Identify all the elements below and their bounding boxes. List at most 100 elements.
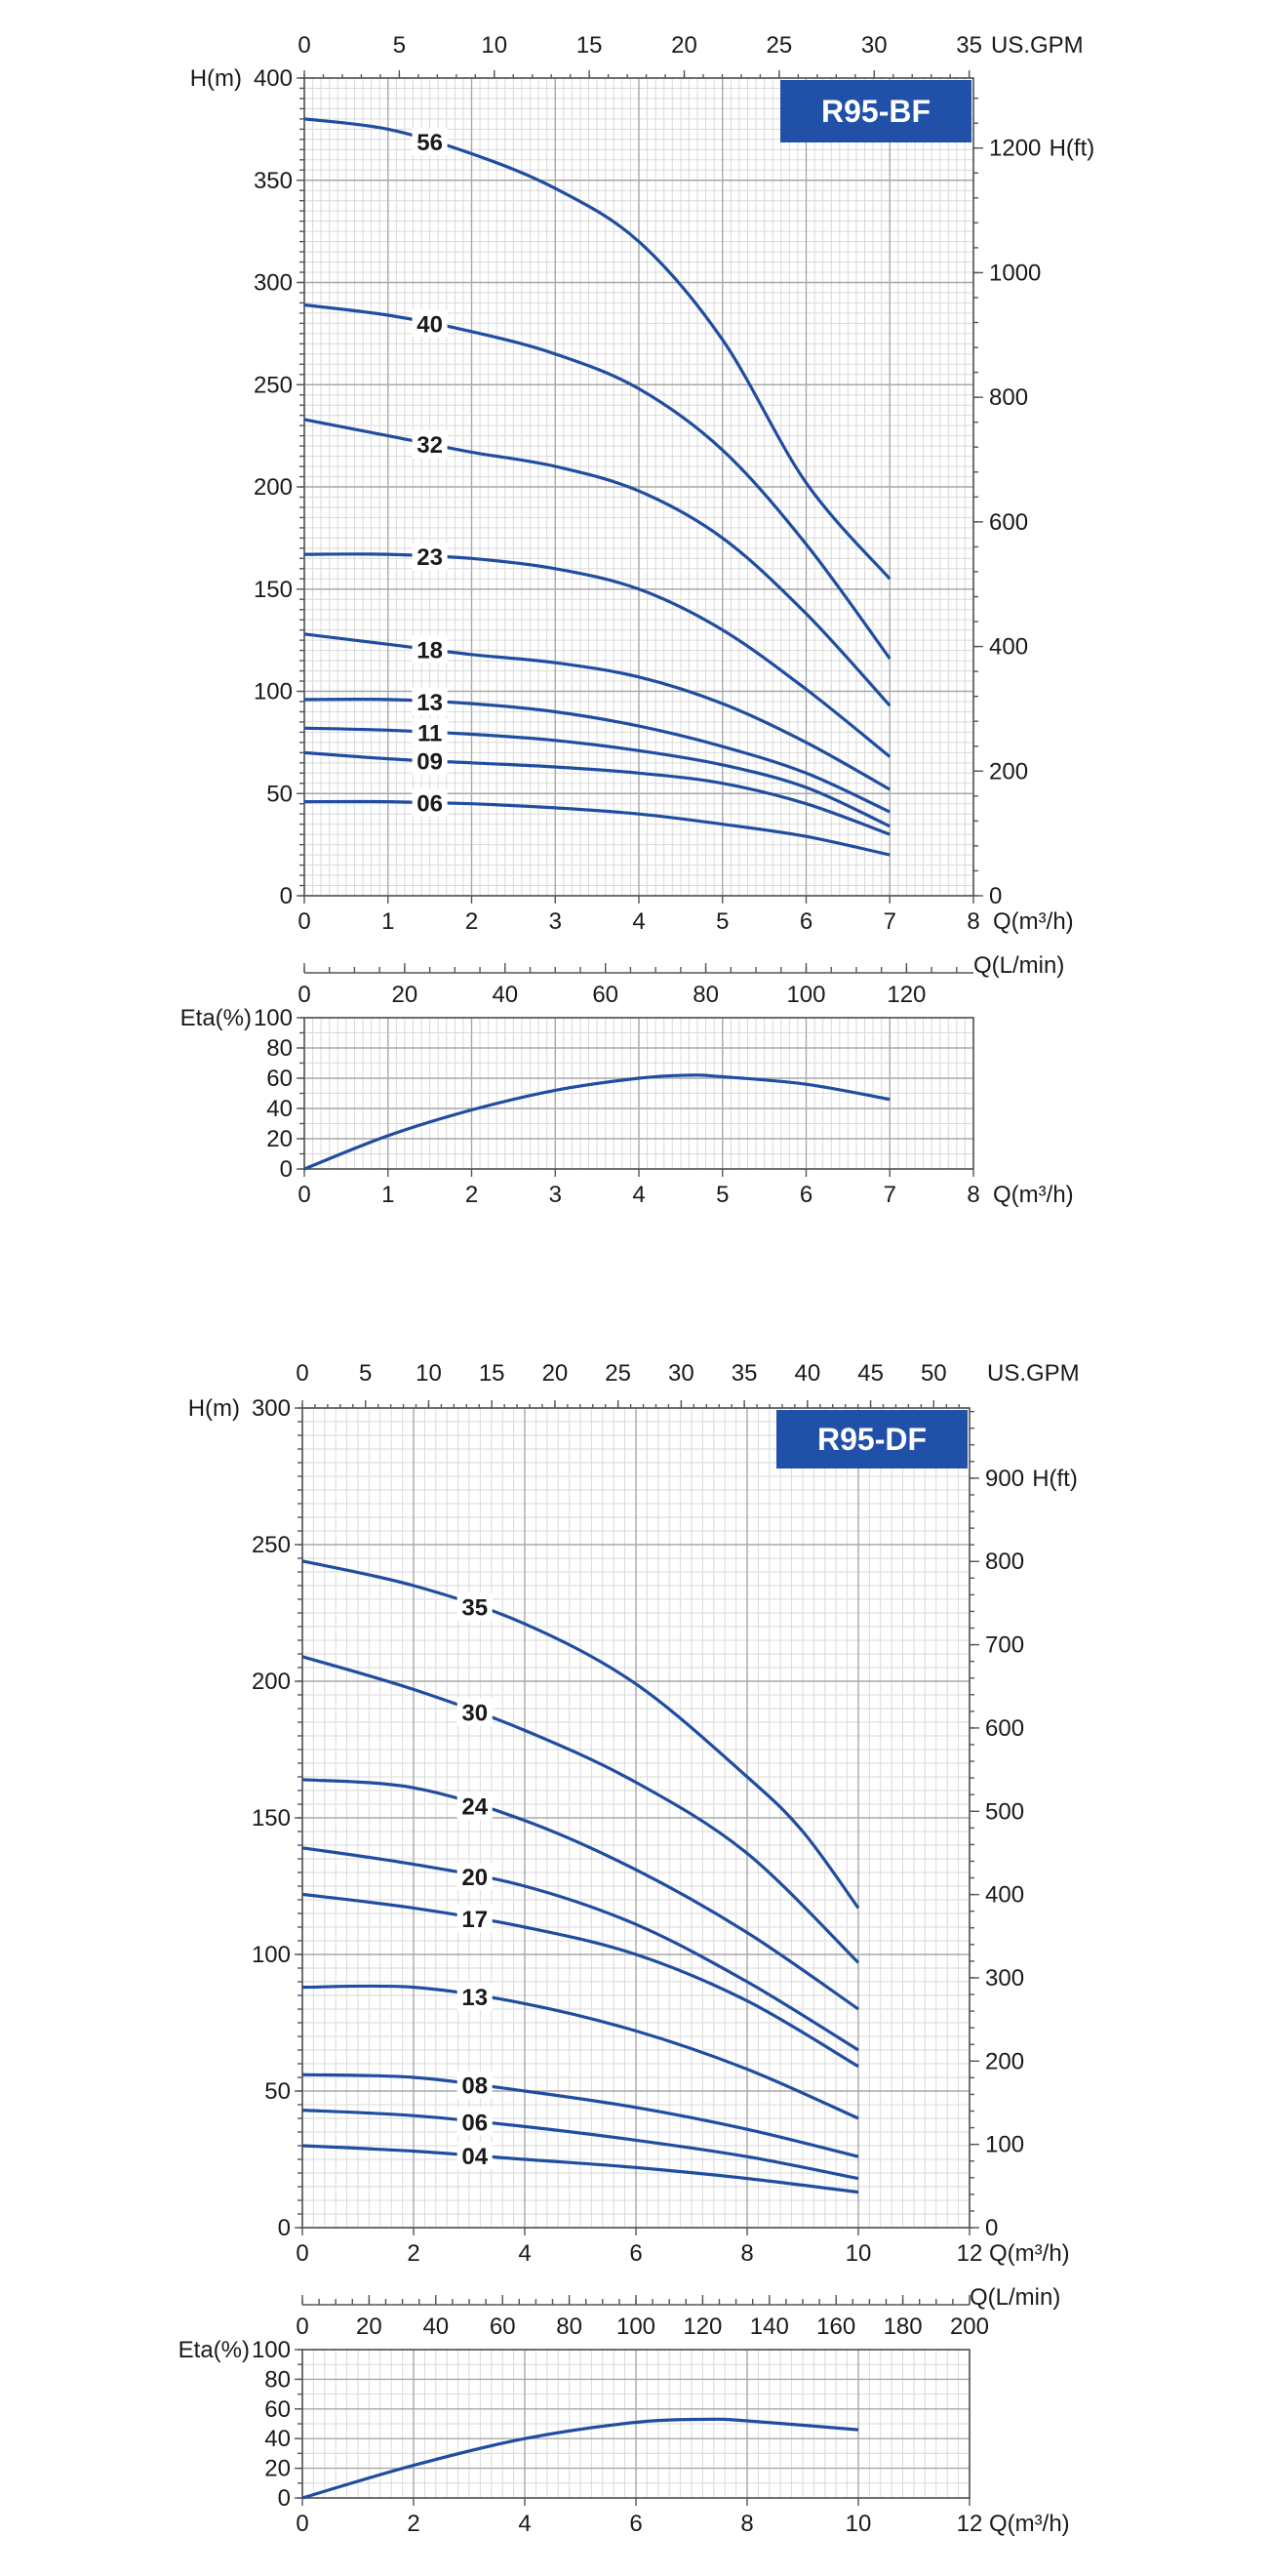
y-tick-label: 200 xyxy=(252,1669,291,1695)
lmin-tick-label: 180 xyxy=(884,2314,923,2340)
y-tick-label: 150 xyxy=(252,1805,291,1831)
curve-label-11: 11 xyxy=(417,720,442,746)
lmin-tick-label: 40 xyxy=(492,982,518,1008)
right-tick-label: 600 xyxy=(985,1715,1024,1742)
curve-label-13: 13 xyxy=(461,1985,488,2011)
y-tick-label: 400 xyxy=(254,65,293,92)
x-axis-label: Q(m³/h) xyxy=(989,2511,1070,2537)
right-tick-label: 800 xyxy=(989,384,1028,411)
curve-label-bg xyxy=(412,543,448,571)
lmin-tick-label: 80 xyxy=(693,982,719,1008)
right-tick-label: 0 xyxy=(989,883,1002,909)
top-tick-label: 35 xyxy=(956,32,982,59)
y-axis-label: H(m) xyxy=(188,1395,240,1422)
top-tick-label: 5 xyxy=(359,1360,372,1387)
curve-label-56: 56 xyxy=(416,130,443,156)
x-tick-label: 2 xyxy=(465,1182,478,1208)
y-tick-label: 0 xyxy=(278,2485,291,2512)
y-tick-label: 40 xyxy=(266,1096,293,1122)
curve-label-bg xyxy=(456,1982,493,2010)
top-tick-label: 20 xyxy=(671,32,697,59)
model-badge-label: R95-BF xyxy=(821,94,931,129)
curve-13 xyxy=(303,697,891,814)
top-tick-label: 5 xyxy=(393,32,406,59)
y-tick-label: 100 xyxy=(254,1005,293,1031)
curve-label-bg xyxy=(412,746,448,775)
bf-head-chart: 0 1 2 3 4 5 6 7 8 Q(m³/h)050100150200250300350400… xyxy=(190,32,1095,935)
right-tick-label: 100 xyxy=(985,2132,1024,2158)
y-tick-label: 100 xyxy=(252,1942,291,1968)
y-tick-label: 300 xyxy=(252,1395,291,1422)
curve-32 xyxy=(303,418,892,707)
y-tick-label: 0 xyxy=(278,2215,291,2241)
x-tick-label: 2 xyxy=(407,2511,419,2537)
top-tick-label: 35 xyxy=(732,1360,758,1387)
top-tick-label: 45 xyxy=(857,1360,884,1387)
top-tick-label: 40 xyxy=(794,1360,820,1387)
lmin-tick-label: 0 xyxy=(296,2314,308,2340)
curve-label-06: 06 xyxy=(416,791,443,818)
lmin-tick-label: 20 xyxy=(392,982,418,1008)
top-tick-label: 15 xyxy=(576,32,603,59)
top-tick-label: 25 xyxy=(767,32,793,59)
lmin-tick-label: 100 xyxy=(616,2314,655,2340)
x-tick-label: 10 xyxy=(846,2240,872,2267)
model-badge xyxy=(776,1410,968,1469)
curve-09 xyxy=(303,750,891,836)
curve-30 xyxy=(301,1655,860,1964)
x-axis-label: Q(m³/h) xyxy=(993,908,1074,935)
y-tick-label: 50 xyxy=(266,781,293,807)
x-tick-label: 12 xyxy=(957,2511,983,2537)
top-tick-label: 30 xyxy=(668,1360,694,1387)
y-tick-label: 80 xyxy=(266,1035,293,1062)
top-axis-label: Q(L/min) xyxy=(973,952,1064,979)
y-tick-label: 250 xyxy=(254,372,293,398)
x-tick-label: 2 xyxy=(407,2240,419,2267)
x-tick-label: 0 xyxy=(296,2240,308,2267)
x-tick-label: 6 xyxy=(629,2511,642,2537)
y-axis-label: Eta(%) xyxy=(180,1005,252,1031)
curve-label-bg xyxy=(456,2108,493,2136)
right-tick-label: 200 xyxy=(989,758,1028,785)
x-tick-label: 7 xyxy=(884,1182,896,1208)
y-tick-label: 150 xyxy=(254,577,293,603)
x-tick-label: 3 xyxy=(549,908,562,935)
efficiency-curve xyxy=(303,1073,891,1171)
top-tick-label: 30 xyxy=(861,32,888,59)
x-tick-label: 4 xyxy=(518,2240,531,2267)
curve-label-24: 24 xyxy=(461,1794,488,1821)
y-tick-label: 80 xyxy=(264,2366,291,2393)
curve-label-bg xyxy=(456,1592,493,1621)
curve-label-bg xyxy=(456,1791,493,1820)
x-tick-label: 0 xyxy=(296,2511,308,2537)
efficiency-curve xyxy=(301,2417,859,2500)
curve-label-20: 20 xyxy=(461,1865,488,1891)
x-tick-label: 0 xyxy=(297,908,310,935)
y-tick-label: 350 xyxy=(254,168,293,194)
curve-label-bg xyxy=(456,1862,493,1890)
top-axis-label: Q(L/min) xyxy=(970,2284,1060,2311)
y-axis-label: H(m) xyxy=(190,65,242,92)
curve-56 xyxy=(303,117,892,581)
model-badge xyxy=(780,80,971,142)
curve-06 xyxy=(303,799,891,857)
curve-label-bg xyxy=(412,127,448,155)
right-tick-label: 1000 xyxy=(989,260,1041,286)
curve-label-bg xyxy=(456,1698,493,1726)
right-axis-label: H(ft) xyxy=(1050,136,1095,162)
curve-label-40: 40 xyxy=(416,311,443,338)
curve-label-06: 06 xyxy=(461,2110,488,2136)
lmin-tick-label: 0 xyxy=(297,982,310,1008)
curve-label-bg xyxy=(456,2071,493,2099)
x-tick-label: 5 xyxy=(716,908,729,935)
curve-label-bg xyxy=(412,430,448,459)
curve-17 xyxy=(301,1892,859,2069)
x-tick-label: 2 xyxy=(465,908,478,935)
y-tick-label: 50 xyxy=(264,2078,291,2105)
top-tick-label: 20 xyxy=(542,1360,569,1387)
lmin-tick-label: 60 xyxy=(592,982,618,1008)
y-tick-label: 0 xyxy=(280,883,293,909)
curve-04 xyxy=(301,2144,859,2194)
